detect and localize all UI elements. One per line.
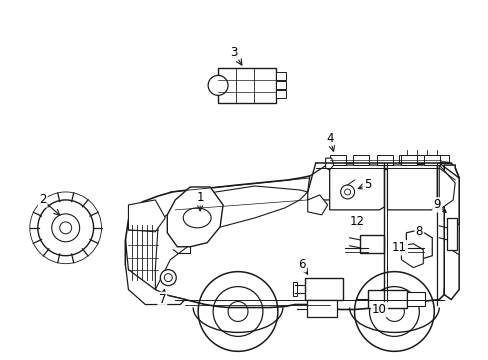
Text: 3: 3: [230, 46, 237, 59]
Bar: [359, 235, 384, 253]
Polygon shape: [307, 163, 361, 200]
Circle shape: [38, 200, 93, 256]
Text: 1: 1: [196, 192, 203, 204]
Polygon shape: [386, 165, 436, 210]
Polygon shape: [167, 187, 223, 247]
Text: 6: 6: [297, 258, 305, 271]
Bar: [329, 155, 345, 165]
Bar: [407, 292, 425, 306]
Text: 11: 11: [391, 241, 406, 254]
Bar: [400, 155, 416, 165]
Bar: [275, 81, 285, 89]
Polygon shape: [406, 230, 431, 260]
Circle shape: [340, 185, 354, 199]
Bar: [447, 218, 456, 250]
Bar: [275, 72, 285, 80]
Text: 8: 8: [415, 225, 422, 238]
Text: 7: 7: [158, 293, 166, 306]
Bar: [275, 90, 285, 98]
Text: 4: 4: [325, 132, 333, 145]
Text: 9: 9: [433, 198, 440, 211]
Bar: [399, 155, 448, 163]
Text: 2: 2: [39, 193, 46, 206]
Polygon shape: [128, 200, 165, 232]
Bar: [304, 278, 342, 300]
Bar: [306, 300, 336, 318]
Polygon shape: [125, 240, 185, 305]
Polygon shape: [443, 165, 458, 300]
Polygon shape: [155, 186, 307, 289]
Polygon shape: [438, 165, 454, 210]
Polygon shape: [450, 220, 458, 255]
Polygon shape: [401, 244, 423, 268]
Bar: [424, 155, 439, 165]
Bar: [218, 68, 275, 103]
Polygon shape: [307, 195, 327, 215]
Text: 10: 10: [371, 303, 386, 316]
Text: 12: 12: [349, 215, 365, 228]
Circle shape: [160, 270, 176, 285]
Bar: [353, 155, 368, 165]
Polygon shape: [329, 165, 384, 210]
Bar: [367, 289, 407, 307]
Bar: [376, 155, 392, 165]
Text: 5: 5: [363, 179, 370, 192]
Polygon shape: [125, 162, 458, 310]
Circle shape: [208, 75, 227, 95]
Polygon shape: [325, 158, 333, 170]
Bar: [292, 282, 296, 296]
